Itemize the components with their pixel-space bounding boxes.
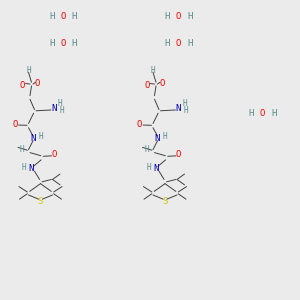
Text: H: H: [49, 39, 54, 48]
Text: H: H: [58, 100, 62, 109]
Text: O: O: [176, 12, 181, 21]
Text: O: O: [260, 110, 265, 118]
Text: H: H: [146, 163, 151, 172]
Text: N: N: [29, 164, 34, 173]
Text: O: O: [12, 120, 18, 129]
Text: H: H: [22, 163, 26, 172]
Text: N: N: [153, 164, 159, 173]
Text: H: H: [248, 110, 254, 118]
Text: O: O: [176, 39, 181, 48]
Text: H: H: [26, 66, 31, 75]
Text: N: N: [51, 104, 57, 113]
Text: H: H: [59, 106, 64, 115]
Text: O: O: [176, 149, 181, 158]
Text: S: S: [162, 196, 168, 206]
Text: N: N: [176, 104, 181, 113]
Text: O: O: [144, 81, 150, 90]
Text: O: O: [20, 81, 25, 90]
Text: H: H: [187, 12, 193, 21]
Text: H: H: [72, 12, 77, 21]
Text: O: O: [60, 39, 66, 48]
Text: H: H: [49, 12, 54, 21]
Text: H: H: [163, 132, 167, 141]
Text: H: H: [151, 66, 155, 75]
Text: H: H: [164, 12, 170, 21]
Text: H: H: [271, 110, 277, 118]
Text: N: N: [30, 134, 36, 143]
Text: N: N: [155, 134, 160, 143]
Text: S: S: [38, 196, 43, 206]
Text: H: H: [184, 106, 188, 115]
Text: O: O: [159, 79, 165, 88]
Text: H: H: [182, 100, 187, 109]
Text: H: H: [187, 39, 193, 48]
Text: H: H: [164, 39, 170, 48]
Text: H: H: [72, 39, 77, 48]
Text: H: H: [38, 132, 43, 141]
Text: O: O: [60, 12, 66, 21]
Text: O: O: [51, 149, 57, 158]
Text: O: O: [35, 79, 40, 88]
Text: O: O: [137, 120, 142, 129]
Text: H: H: [20, 146, 24, 154]
Text: H: H: [144, 146, 149, 154]
